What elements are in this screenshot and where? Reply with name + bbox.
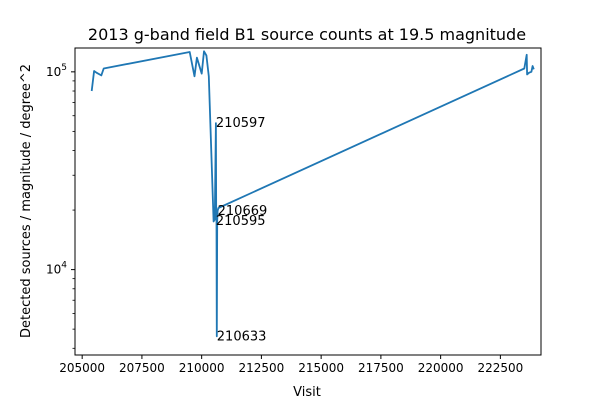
annotation-label: 210597 [216, 116, 266, 131]
x-tick-label: 212500 [238, 361, 284, 375]
y-tick-label: 104 [46, 261, 67, 277]
x-tick-label: 205000 [59, 361, 105, 375]
plot-area [74, 47, 542, 356]
x-tick-label: 220000 [418, 361, 464, 375]
x-tick-label: 207500 [119, 361, 165, 375]
x-tick-label: 210000 [179, 361, 225, 375]
chart-title: 2013 g-band field B1 source counts at 19… [88, 25, 526, 44]
y-axis: 104 105 [46, 63, 75, 349]
x-axis-label: Visit [293, 385, 321, 400]
y-axis-label: Detected sources / magnitude / degree^2 [19, 64, 34, 338]
x-tick-label: 222500 [477, 361, 523, 375]
annotation-label: 210595 [216, 214, 266, 229]
series-line [90, 50, 535, 338]
x-axis: 205000 207500 210000 212500 215000 217500 2200… [59, 355, 523, 375]
annotation-label: 210633 [217, 329, 267, 344]
y-tick-label: 105 [46, 63, 67, 79]
annotation-label: 210669 [218, 204, 268, 219]
x-tick-label: 215000 [298, 361, 344, 375]
x-tick-label: 217500 [358, 361, 404, 375]
